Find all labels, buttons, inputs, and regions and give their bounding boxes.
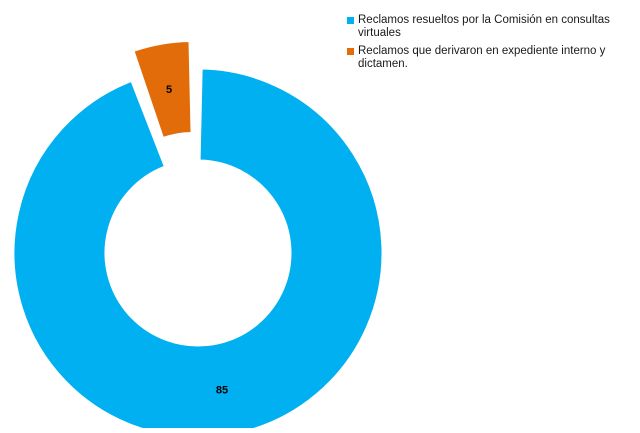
data-label-resueltos: 85 bbox=[216, 384, 228, 396]
slice-resueltos bbox=[13, 68, 383, 433]
legend-swatch-resueltos bbox=[347, 17, 354, 24]
chart-legend: Reclamos resueltos por la Comisión en co… bbox=[347, 14, 637, 76]
legend-item-resueltos: Reclamos resueltos por la Comisión en co… bbox=[347, 14, 637, 40]
legend-swatch-derivados bbox=[347, 48, 354, 55]
data-label-derivados: 5 bbox=[166, 84, 172, 96]
legend-item-derivados: Reclamos que derivaron en expediente int… bbox=[347, 45, 637, 71]
legend-label-resueltos: Reclamos resueltos por la Comisión en co… bbox=[358, 14, 610, 39]
legend-label-derivados: Reclamos que derivaron en expediente int… bbox=[358, 45, 606, 70]
slice-derivados bbox=[133, 40, 192, 138]
